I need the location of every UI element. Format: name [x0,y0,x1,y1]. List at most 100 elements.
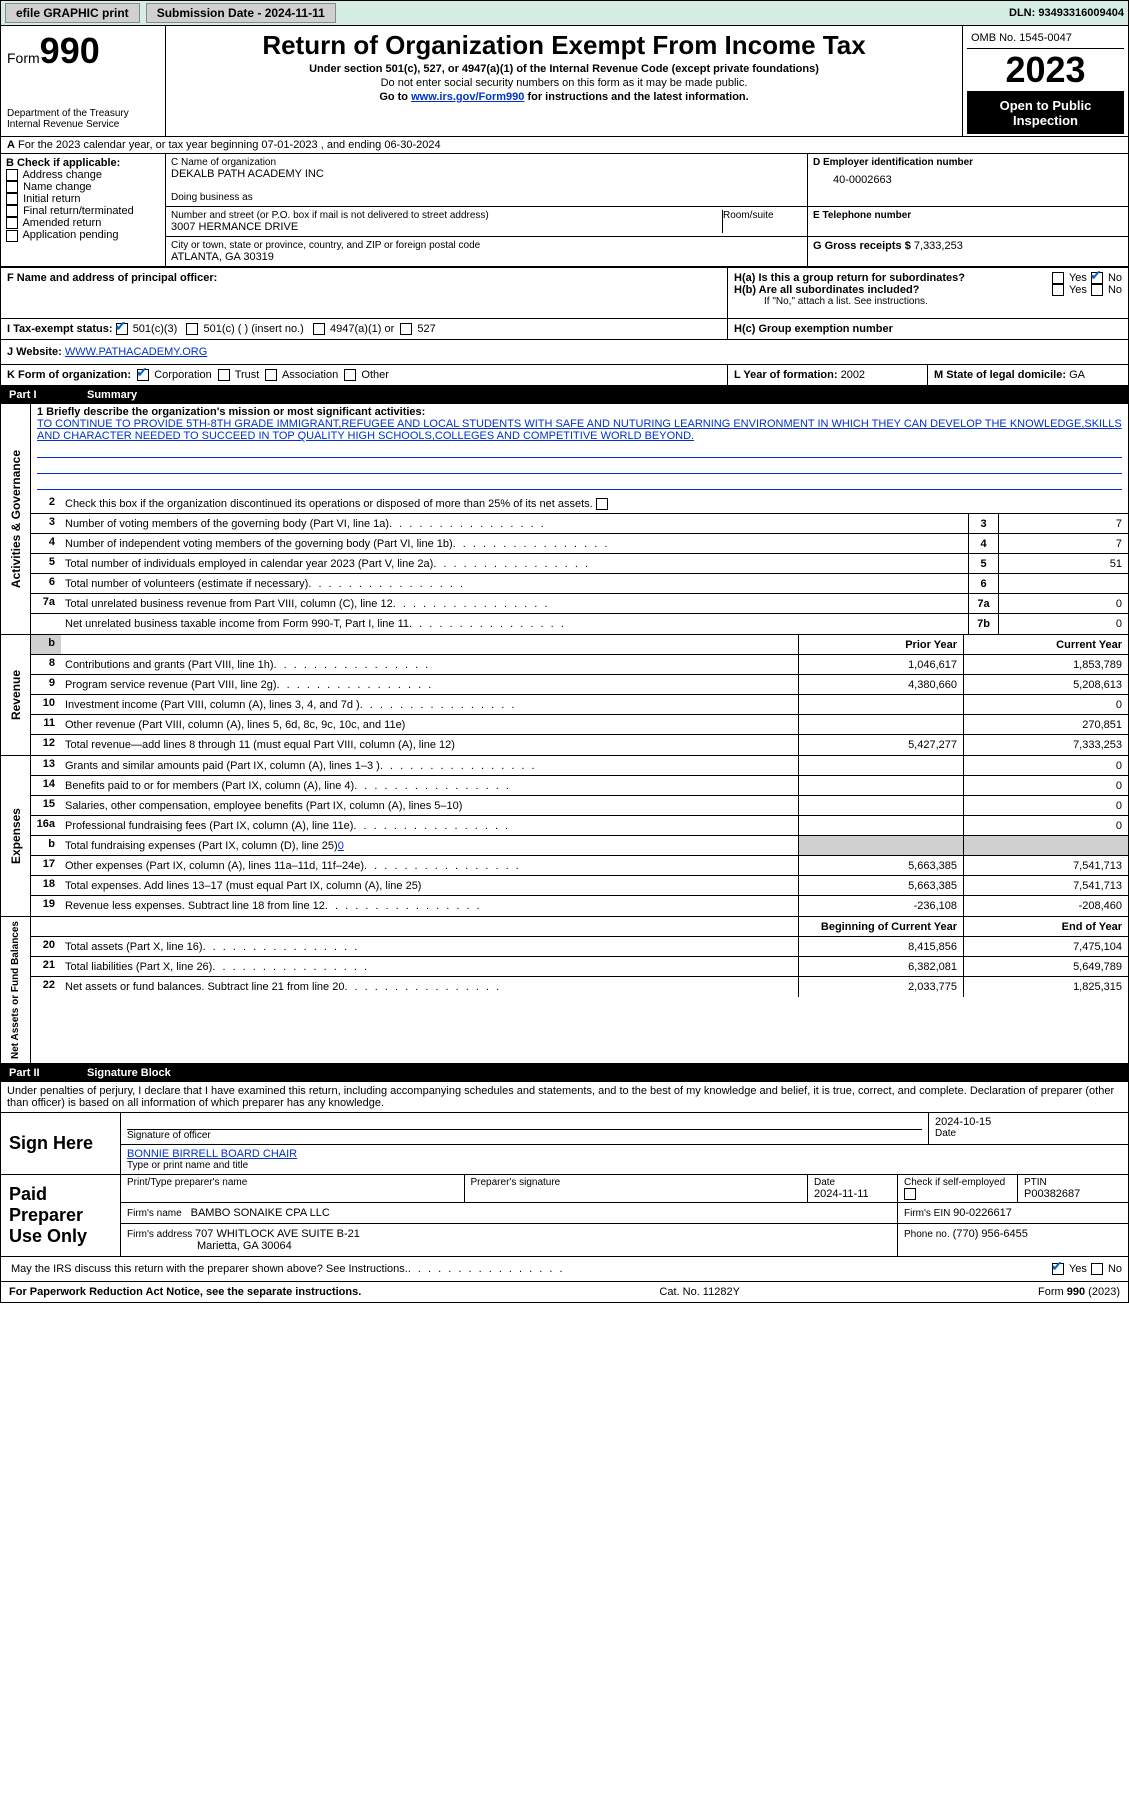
discuss-yes-cb[interactable] [1052,1263,1064,1275]
c16a: 0 [963,816,1128,835]
governance-label: Activities & Governance [7,446,25,592]
c10: 0 [963,695,1128,714]
submission-date-button[interactable]: Submission Date - 2024-11-11 [146,3,336,23]
ha-no-cb[interactable] [1091,272,1103,284]
line-18: Total expenses. Add lines 13–17 (must eq… [61,876,798,895]
4947-cb[interactable] [313,323,325,335]
val-7a: 0 [998,594,1128,613]
assoc-cb[interactable] [265,369,277,381]
form-header: Form990 Department of the Treasury Inter… [1,26,1128,137]
room-label: Room/suite [722,210,802,233]
hb-label: H(b) Are all subordinates included? [734,284,1048,296]
corp-cb[interactable] [137,369,149,381]
netassets-label: Net Assets or Fund Balances [8,917,23,1063]
line-4: Number of independent voting members of … [61,534,968,553]
p11 [798,715,963,734]
efile-print-button[interactable]: efile GRAPHIC print [5,3,140,23]
prep-name-label: Print/Type preparer's name [127,1177,458,1188]
firm-name: Firm's name BAMBO SONAIKE CPA LLC [121,1203,898,1223]
e20: 7,475,104 [963,937,1128,956]
firm-ein: Firm's EIN 90-0226617 [898,1203,1128,1223]
name-change-cb[interactable] [6,181,18,193]
p12: 5,427,277 [798,735,963,755]
form-number: Form990 [7,30,159,72]
p16a [798,816,963,835]
val-5: 51 [998,554,1128,573]
instructions-link-line: Go to www.irs.gov/Form990 for instructio… [174,91,954,103]
e21: 5,649,789 [963,957,1128,976]
ptin-value: P00382687 [1024,1188,1122,1200]
p18: 5,663,385 [798,876,963,895]
app-pending-cb[interactable] [6,230,18,242]
501c-cb[interactable] [186,323,198,335]
footer: For Paperwork Reduction Act Notice, see … [1,1282,1128,1302]
c12: 7,333,253 [963,735,1128,755]
dba-label: Doing business as [171,192,802,203]
open-public-badge: Open to Public Inspection [967,92,1124,134]
omb-number: OMB No. 1545-0047 [967,28,1124,49]
street-address: 3007 HERMANCE DRIVE [171,221,722,233]
footer-mid: Cat. No. 11282Y [659,1286,740,1298]
sig-date: 2024-10-15 [935,1116,1122,1128]
ha-yes-cb[interactable] [1052,272,1064,284]
mission-text: TO CONTINUE TO PROVIDE 5TH-8TH GRADE IMM… [37,418,1122,442]
irs-link[interactable]: www.irs.gov/Form990 [411,91,524,103]
val-4: 7 [998,534,1128,553]
website-link[interactable]: WWW.PATHACADEMY.ORG [65,346,207,358]
section-b-label: B Check if applicable: [6,157,160,169]
firm-addr: Firm's address 707 WHITLOCK AVE SUITE B-… [121,1224,898,1256]
discuss-no-cb[interactable] [1091,1263,1103,1275]
addr-change-cb[interactable] [6,169,18,181]
mission-label: 1 Briefly describe the organization's mi… [37,406,425,418]
b22: 2,033,775 [798,977,963,997]
city-label: City or town, state or province, country… [171,240,802,251]
line-14: Benefits paid to or for members (Part IX… [61,776,798,795]
dln: DLN: 93493316009404 [1009,7,1124,19]
501c3-cb[interactable] [116,323,128,335]
ein-value: 40-0002663 [813,168,1123,192]
city-state-zip: ATLANTA, GA 30319 [171,251,802,263]
hc-label: H(c) Group exemption number [728,319,1128,339]
self-emp-cb[interactable] [904,1188,916,1200]
line-5: Total number of individuals employed in … [61,554,968,573]
trust-cb[interactable] [218,369,230,381]
c15: 0 [963,796,1128,815]
c18: 7,541,713 [963,876,1128,895]
footer-left: For Paperwork Reduction Act Notice, see … [9,1286,361,1298]
ptin-label: PTIN [1024,1177,1122,1188]
section-k: K Form of organization: Corporation Trus… [1,365,728,385]
hb-yes-cb[interactable] [1052,284,1064,296]
line-16b: Total fundraising expenses (Part IX, col… [61,836,798,855]
line-6: Total number of volunteers (estimate if … [61,574,968,593]
c13: 0 [963,756,1128,775]
paid-preparer: Paid Preparer Use Only [1,1175,121,1256]
p17: 5,663,385 [798,856,963,875]
hb-no-cb[interactable] [1091,284,1103,296]
line-17: Other expenses (Part IX, column (A), lin… [61,856,798,875]
ha-label: H(a) Is this a group return for subordin… [734,272,1048,284]
initial-return-cb[interactable] [6,193,18,205]
firm-phone: Phone no. (770) 956-6455 [898,1224,1128,1256]
section-f: F Name and address of principal officer: [1,268,728,318]
line-3: Number of voting members of the governin… [61,514,968,533]
b21: 6,382,081 [798,957,963,976]
prior-year-hdr: Prior Year [798,635,963,654]
section-j: J Website: WWW.PATHACADEMY.ORG [1,340,1128,364]
c8: 1,853,789 [963,655,1128,674]
discuss-row: May the IRS discuss this return with the… [1,1257,1128,1282]
line2-cb[interactable] [596,498,608,510]
line-7b: Net unrelated business taxable income fr… [61,614,968,634]
org-name: DEKALB PATH ACADEMY INC [171,168,802,180]
line-11: Other revenue (Part VIII, column (A), li… [61,715,798,734]
p19: -236,108 [798,896,963,916]
prep-date: 2024-11-11 [814,1188,891,1200]
section-l: L Year of formation: 2002 [728,365,928,385]
date-label: Date [935,1128,1122,1139]
revenue-section: Revenue bPrior YearCurrent Year 8Contrib… [1,635,1128,756]
amended-return-cb[interactable] [6,217,18,229]
final-return-cb[interactable] [6,205,18,217]
line-12: Total revenue—add lines 8 through 11 (mu… [61,735,798,755]
527-cb[interactable] [400,323,412,335]
other-cb[interactable] [344,369,356,381]
top-bar: efile GRAPHIC print Submission Date - 20… [0,0,1129,26]
